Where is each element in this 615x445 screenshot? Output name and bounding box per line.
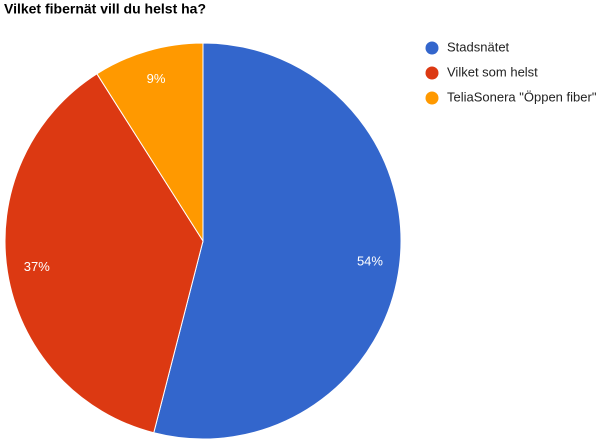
legend-marker <box>425 91 439 105</box>
legend-label: TeliaSonera "Öppen fiber" <box>447 89 597 104</box>
legend-marker <box>425 66 439 80</box>
pie-slice <box>96 42 204 243</box>
legend-label: Vilket som helst <box>447 64 538 79</box>
legend-label: Stadsnätet <box>447 39 510 54</box>
slice-label: 37% <box>24 259 50 274</box>
pie-slice <box>153 42 402 440</box>
chart-title: Vilket fibernät vill du helst ha? <box>4 1 206 17</box>
slice-label: 9% <box>147 71 166 86</box>
legend-marker <box>425 41 439 55</box>
slice-label: 54% <box>357 254 383 269</box>
